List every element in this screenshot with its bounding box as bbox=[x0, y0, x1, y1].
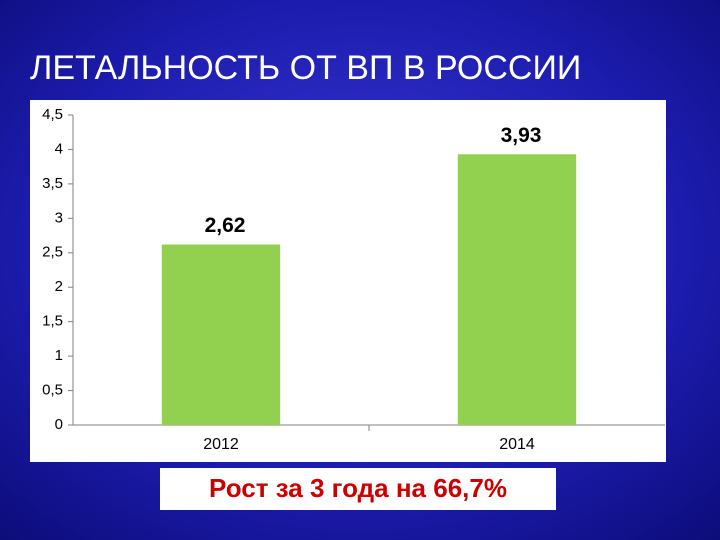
y-tick-label: 0 bbox=[55, 416, 63, 433]
slide-title: ЛЕТАЛЬНОСТЬ ОТ ВП В РОССИИ bbox=[30, 49, 581, 87]
y-tick-label: 3 bbox=[55, 209, 63, 226]
annotation: Рост за 3 года на 66,7% bbox=[209, 473, 507, 503]
value-label: 2,62 bbox=[205, 214, 246, 237]
x-tick-label: 2014 bbox=[499, 436, 535, 453]
value-label: 3,93 bbox=[501, 124, 542, 147]
bar bbox=[161, 244, 281, 425]
y-tick-label: 3,5 bbox=[42, 175, 63, 192]
y-tick-label: 4,5 bbox=[42, 106, 63, 123]
y-tick-label: 1 bbox=[55, 347, 63, 364]
y-tick-label: 2,5 bbox=[42, 244, 63, 261]
annotation-box bbox=[160, 468, 556, 510]
y-tick-label: 2 bbox=[55, 278, 63, 295]
bar bbox=[457, 154, 577, 425]
y-tick-label: 4 bbox=[55, 140, 63, 157]
y-tick-label: 0,5 bbox=[42, 382, 63, 399]
y-tick-label: 1,5 bbox=[42, 313, 63, 330]
x-tick-label: 2012 bbox=[203, 436, 239, 453]
